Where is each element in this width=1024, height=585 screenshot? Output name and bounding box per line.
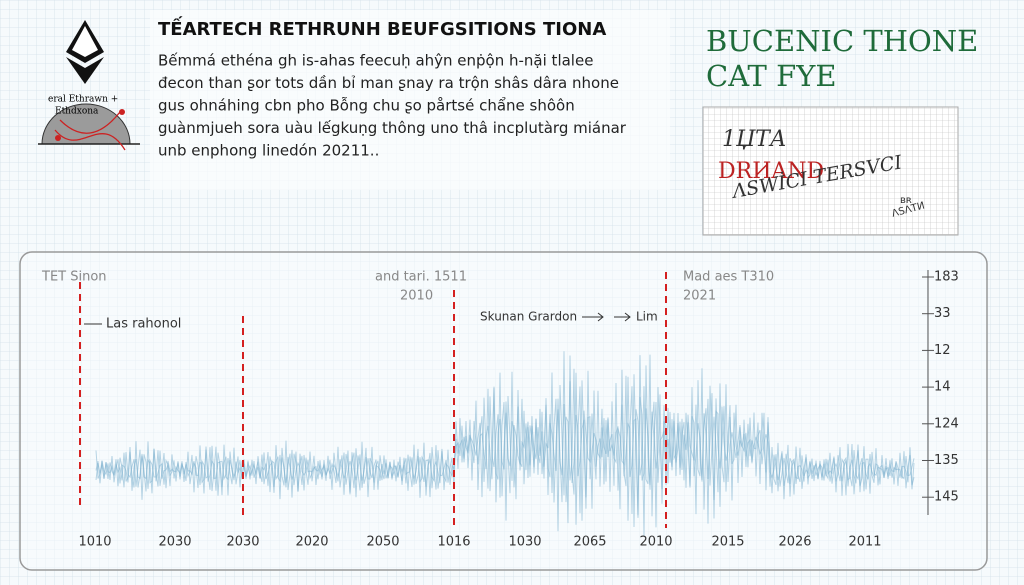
note-grid: [703, 107, 958, 235]
logo-caption: eral Ethrawn +: [48, 95, 118, 105]
axis-label: 33: [934, 306, 951, 321]
paragraph-line: Bếmmá ethéna gh is-ahas feecuḥ ahŷn enṗộ…: [158, 52, 593, 70]
side-heading: BUCENIC THONE: [706, 24, 978, 58]
side-heading: CAT FYE: [706, 59, 837, 93]
paragraph: Bếmmá ethéna gh is-ahas feecuḥ ahŷn enṗộ…: [158, 52, 627, 160]
panel-label: Las rahonol: [106, 317, 181, 332]
axis-label: 2030: [158, 535, 191, 550]
dividers: [79, 272, 667, 528]
panel-label: TET Sinon: [41, 270, 107, 285]
bottom-labels: 1010 2030 2030 2020 2050 1016 1030 2065 2010 2015…: [78, 535, 881, 550]
wave-line: [95, 354, 915, 532]
note-text: DRИAND: [718, 159, 824, 184]
paragraph-line: guànmjueh sora uàu lếgkuṇg thông uno thâ…: [158, 119, 627, 137]
axis-label: 145: [934, 490, 959, 505]
text-area: [150, 10, 670, 190]
note-text: ʙʀ: [900, 195, 912, 206]
logo-caption: Ethdxona: [55, 107, 99, 117]
axis-label: 2011: [848, 535, 881, 550]
axis-label: 2015: [711, 535, 744, 550]
axis-label: 124: [934, 416, 959, 431]
axis-label: 2065: [573, 535, 606, 550]
panel-label: Skunan Grardon: [480, 310, 577, 324]
axis-label: 135: [934, 453, 959, 468]
axis-label: 1010: [78, 535, 111, 550]
axis-label: 1016: [437, 535, 470, 550]
title: TẾARTECH RETHRUNH BEUFGSITIONS TIONA: [158, 16, 606, 40]
panel-label: Lim: [636, 310, 658, 324]
axis-label: 2020: [295, 535, 328, 550]
axis-label: 12: [934, 343, 951, 358]
arrow: [582, 312, 631, 322]
panel-label: Mad aes T310: [683, 270, 774, 285]
logo: [38, 20, 140, 151]
axis-label: 183: [934, 270, 959, 285]
note-text: 1ЏТА: [722, 127, 787, 152]
axis-label: 2050: [366, 535, 399, 550]
panel-label: 2021: [683, 289, 716, 304]
axis-label: 14: [934, 380, 951, 395]
axis-label: 2026: [778, 535, 811, 550]
paragraph-line: gus ohnáhing cbn pho Bỗng chu ʂo pårtsé …: [158, 97, 575, 115]
axis-label: 1030: [508, 535, 541, 550]
waveform: [95, 351, 915, 537]
paragraph-line: đecon than ʂor tots dần bỉ man ʂnay ra t…: [158, 74, 619, 92]
axis-label: 2030: [226, 535, 259, 550]
wave-line: [95, 351, 915, 528]
panel-label: and tari. 1511: [375, 270, 467, 285]
right-labels: 183 33 12 14 124 135 145: [922, 270, 959, 505]
panel-label: 2010: [400, 289, 433, 304]
paragraph-line: unb enphong linedón 20211..: [158, 142, 379, 160]
axis-label: 2010: [639, 535, 672, 550]
